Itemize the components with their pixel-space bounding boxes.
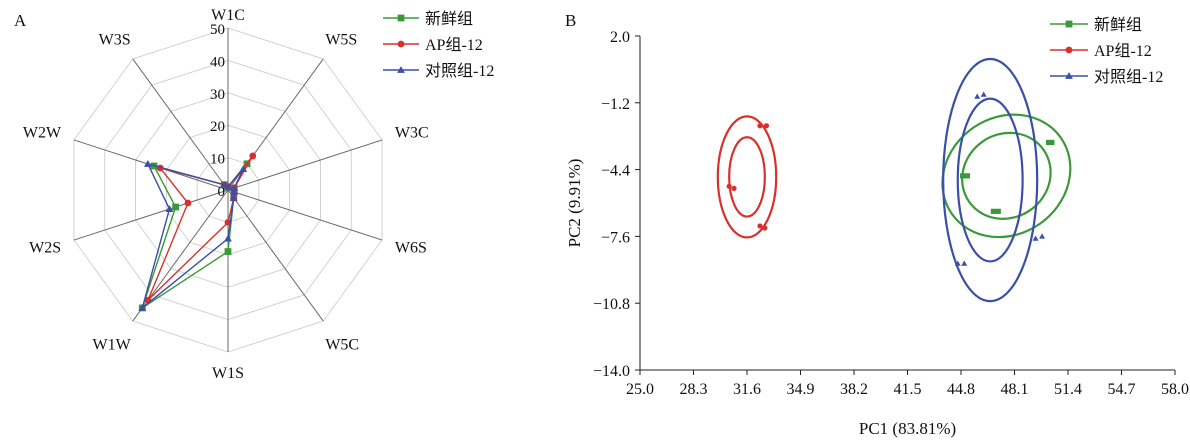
radar-tick-label: 30	[210, 87, 225, 103]
x-tick-label: 44.8	[947, 381, 975, 398]
confidence-ellipse	[716, 115, 778, 239]
scatter-point	[961, 260, 968, 266]
legend-marker	[397, 40, 405, 48]
scatter-point	[990, 208, 997, 214]
scatter-point	[726, 183, 732, 189]
scatter-point	[757, 123, 763, 129]
radar-data-point	[224, 182, 232, 190]
scatter-point	[1032, 235, 1039, 241]
radar-axis-label-w1c: W1C	[211, 7, 245, 24]
scatter-point	[980, 91, 987, 97]
confidence-ellipse	[728, 136, 766, 218]
radar-spoke	[227, 189, 383, 241]
radar-axis-label-w2w: W2W	[23, 125, 62, 142]
scatter-point	[964, 173, 971, 179]
x-tick-label: 51.4	[1054, 381, 1082, 398]
legend-label: 新鲜组	[1094, 16, 1142, 34]
radar-axis-label-w1s: W1S	[212, 365, 244, 382]
scatter-point	[974, 93, 981, 99]
radar-data-point	[184, 199, 192, 207]
y-axis-label: PC2 (9.91%)	[565, 159, 584, 248]
radar-data-point	[229, 193, 238, 201]
radar-data-point	[249, 152, 257, 160]
radar-data-point	[165, 205, 174, 212]
y-tick-label: −14.0	[593, 363, 630, 380]
scatter-point	[954, 260, 961, 266]
radar-tick-label: 40	[210, 54, 225, 70]
radar-axis-label-w5c: W5C	[325, 336, 359, 353]
radar-data-point	[230, 184, 239, 191]
scatter-point	[1039, 233, 1046, 239]
y-tick-label: −7.6	[601, 229, 630, 246]
legend-label: 新鲜组	[425, 10, 473, 28]
radar-data-point	[230, 188, 239, 195]
legend-marker	[397, 66, 405, 73]
legend-marker	[397, 14, 405, 22]
pca-scatter-chart: B 25.0 28.3 31.6 34.9 38.2 41.5 44.8 48.1 51.4 54…	[565, 11, 1189, 438]
radar-axis-label-w6s: W6S	[395, 239, 427, 256]
radar-axis-label-w3c: W3C	[395, 125, 429, 142]
radar-tick-label: 20	[210, 119, 225, 135]
radar-spoke	[73, 189, 229, 241]
legend-label: AP组-12	[425, 36, 483, 54]
legend-marker	[1065, 20, 1073, 28]
scatter-point	[995, 208, 1001, 214]
scatter-point	[731, 185, 737, 191]
y-tick-label: −4.4	[601, 163, 630, 180]
confidence-ellipse	[956, 97, 1024, 263]
radar-spoke	[132, 58, 229, 191]
radar-axis-label-w1w: W1W	[92, 336, 131, 353]
radar-tick-label: 50	[210, 22, 225, 38]
panel-a-label: A	[14, 11, 27, 30]
legend-label: 对照组-12	[1094, 68, 1163, 86]
radar-data-point	[220, 180, 229, 188]
radar-tick-label: 0	[218, 184, 226, 200]
x-tick-label: 31.6	[733, 381, 761, 398]
radar-axis-label-w2s: W2S	[29, 239, 61, 256]
legend-label: AP组-12	[1094, 42, 1152, 60]
panel-b-label: B	[565, 11, 576, 30]
scatter-point	[763, 123, 770, 129]
radar-spoke	[227, 189, 324, 322]
x-tick-label: 41.5	[894, 381, 922, 398]
radar-data-point	[143, 160, 152, 167]
radar-spoke	[227, 139, 383, 191]
x-tick-label: 58.0	[1161, 381, 1189, 398]
x-axis-label: PC1 (83.81%)	[859, 419, 956, 438]
confidence-ellipse	[941, 113, 1072, 239]
confidence-ellipse	[942, 57, 1039, 303]
legend-marker	[1065, 72, 1073, 79]
scatter-point	[762, 225, 768, 231]
scatter-point	[960, 173, 966, 179]
legend-label: 对照组-12	[425, 62, 494, 80]
scatter-point	[1049, 139, 1055, 146]
scatter-point	[757, 223, 763, 229]
x-tick-label: 38.2	[840, 381, 868, 398]
y-tick-label: −10.8	[593, 296, 630, 313]
x-tick-label: 54.7	[1108, 381, 1136, 398]
y-tick-label: 2.0	[610, 29, 630, 46]
radar-data-point	[239, 165, 248, 172]
x-tick-label: 34.9	[787, 381, 815, 398]
radar-tick-label: 10	[210, 152, 225, 168]
confidence-ellipse	[961, 131, 1052, 220]
legend-marker	[1065, 46, 1073, 54]
y-tick-label: −1.2	[601, 96, 630, 113]
x-tick-label: 28.3	[680, 381, 708, 398]
radar-chart: A W1C W5S W3C W6S W5C W1S W1W W2S W2W W3S 0 10 20 30 4…	[14, 7, 494, 382]
radar-data-point	[172, 203, 180, 211]
radar-axis-label-w3s: W3S	[99, 32, 131, 49]
x-tick-label: 25.0	[626, 381, 654, 398]
scatter-point	[1045, 139, 1052, 146]
radar-data-point	[138, 304, 147, 311]
radar-axis-label-w5s: W5S	[325, 32, 357, 49]
radar-data-point	[224, 234, 232, 242]
x-tick-label: 48.1	[1001, 381, 1029, 398]
radar-data-point	[224, 248, 232, 255]
